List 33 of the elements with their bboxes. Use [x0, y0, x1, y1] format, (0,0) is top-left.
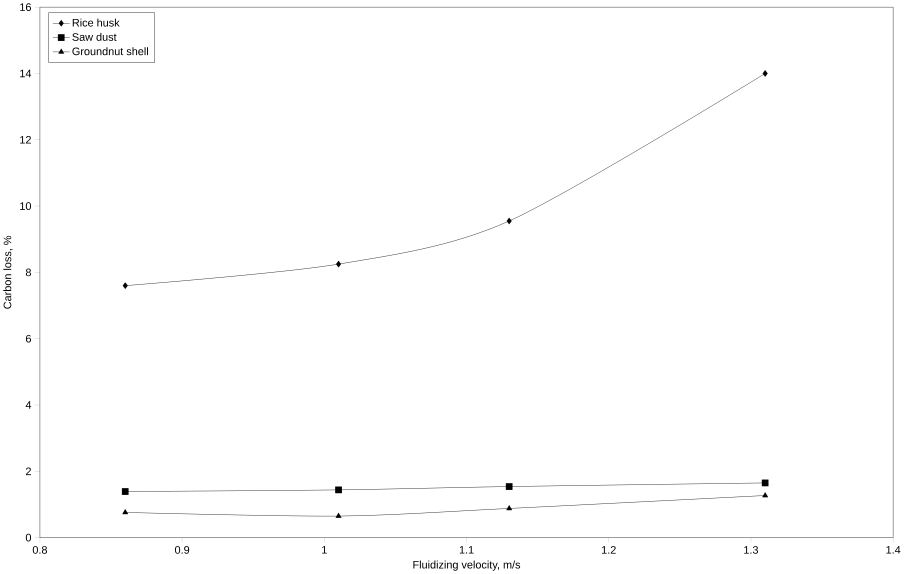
x-axis-title: Fluidizing velocity, m/s [413, 560, 520, 571]
x-tick-label: 1.4 [886, 546, 900, 554]
legend-label: Rice husk [72, 18, 120, 27]
x-tick-label: 0.9 [174, 546, 190, 554]
point [335, 486, 342, 494]
point [122, 282, 128, 290]
x-tick-label: 0.8 [32, 546, 48, 554]
y-tick-label: 12 [20, 136, 31, 144]
point [336, 512, 342, 518]
y-tick-label: 6 [26, 334, 31, 343]
y-tick-label: 0 [26, 534, 32, 542]
x-tick-label: 1.3 [744, 546, 758, 554]
legend-label: Groundnut shell [72, 47, 148, 56]
point [506, 218, 512, 224]
y-tick-label: 16 [20, 3, 31, 11]
y-tick-label: 2 [26, 468, 31, 476]
point [122, 488, 129, 495]
x-tick-label: 1.2 [602, 546, 616, 554]
y-axis-title: Carbon loss, % [3, 236, 13, 309]
point [762, 70, 768, 77]
point [506, 505, 512, 510]
y-tick-label: 8 [26, 268, 31, 276]
x-tick-label: 1 [322, 546, 327, 554]
x-tick-label: 1.1 [460, 546, 474, 554]
y-tick-label: 10 [20, 202, 32, 210]
point [122, 509, 128, 514]
point [506, 483, 513, 490]
point [336, 260, 342, 268]
y-tick-label: 14 [20, 70, 32, 78]
y-tick-label: 4 [26, 401, 32, 409]
legend-label: Saw dust [72, 32, 117, 41]
point [762, 492, 768, 498]
point [762, 480, 769, 486]
